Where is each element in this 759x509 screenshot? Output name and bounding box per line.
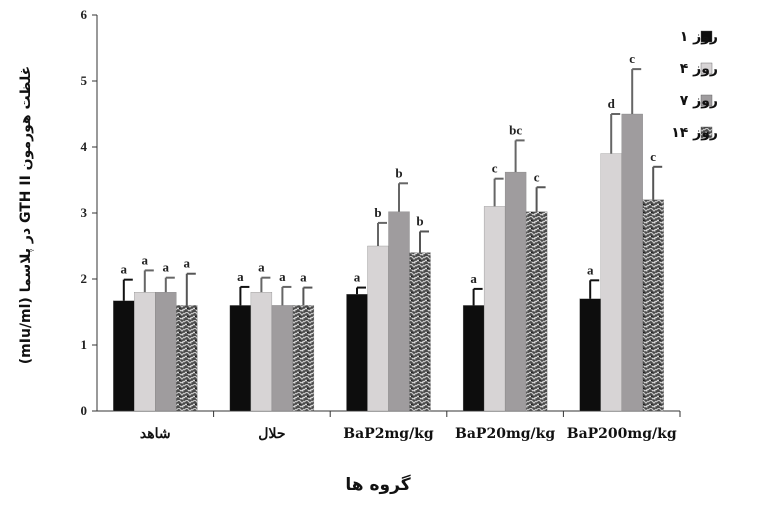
bar [134,292,156,412]
bar [621,113,643,412]
significance-label: c [492,161,498,176]
bar [642,199,664,412]
significance-label: d [608,96,616,111]
bar [229,305,252,412]
legend-label: روز ۷ [680,93,718,109]
axes: 0 1 2 3 4 5 6 شاهد حلال BaP2mg/kg BaP20mg/kg BaP200… [81,7,681,442]
bar [600,153,622,412]
legend-swatch [700,62,713,75]
significance-label: a [354,270,361,285]
significance-label: bc [509,122,522,137]
significance-label: a [258,260,265,275]
bar [579,298,601,412]
significance-label: a [237,269,244,284]
bar [292,305,315,412]
bar [483,206,506,412]
bar [346,294,368,412]
bar [176,305,198,412]
significance-label: a [279,269,286,284]
y-tick-label: 1 [81,337,88,352]
x-tick-label: BaP2mg/kg [343,426,434,442]
bar [388,211,410,412]
legend: روز ۱ روز ۴ روز ۷ روز ۱۴ [671,29,718,141]
legend-label: روز ۴ [680,61,718,77]
x-tick-label: BaP200mg/kg [567,426,677,442]
bar [271,305,294,412]
significance-label: c [534,169,540,184]
x-tick-label: BaP20mg/kg [455,426,555,442]
bars-group [113,68,664,412]
bar [113,300,135,412]
legend-label: روز ۱۴ [671,125,718,141]
bar [462,305,485,412]
x-tick-label: حلال [258,426,285,442]
significance-label: b [395,165,402,180]
bar [367,245,389,412]
significance-label: a [587,262,594,277]
y-tick-label: 0 [81,403,88,418]
significance-label: a [184,256,191,271]
y-tick-label: 3 [81,205,88,220]
x-axis-title: گروه ها [345,474,410,495]
significance-label: a [142,252,149,267]
y-tick-label: 4 [81,139,88,154]
significance-label: c [650,149,656,164]
significance-label: a [163,260,170,275]
significance-label: b [374,205,381,220]
bar [155,292,177,412]
legend-swatch [700,94,713,107]
y-axis-title: غلظت هورمون GTH II در پلاسما (mIu/ml) [18,66,34,364]
bar [504,171,527,412]
significance-label: a [300,270,307,285]
significance-label: b [416,213,423,228]
y-tick-label: 6 [81,7,88,22]
legend-swatch [700,126,713,139]
legend-swatch [700,30,713,43]
bar [250,292,273,412]
significance-label: a [121,262,128,277]
significance-label: a [470,271,477,286]
significance-label: c [629,51,635,66]
legend-label: روز ۱ [680,29,718,45]
bar [409,252,431,412]
y-tick-label: 5 [81,73,88,88]
y-tick-label: 2 [81,271,88,286]
bar [525,211,548,412]
x-tick-label: شاهد [140,426,171,442]
